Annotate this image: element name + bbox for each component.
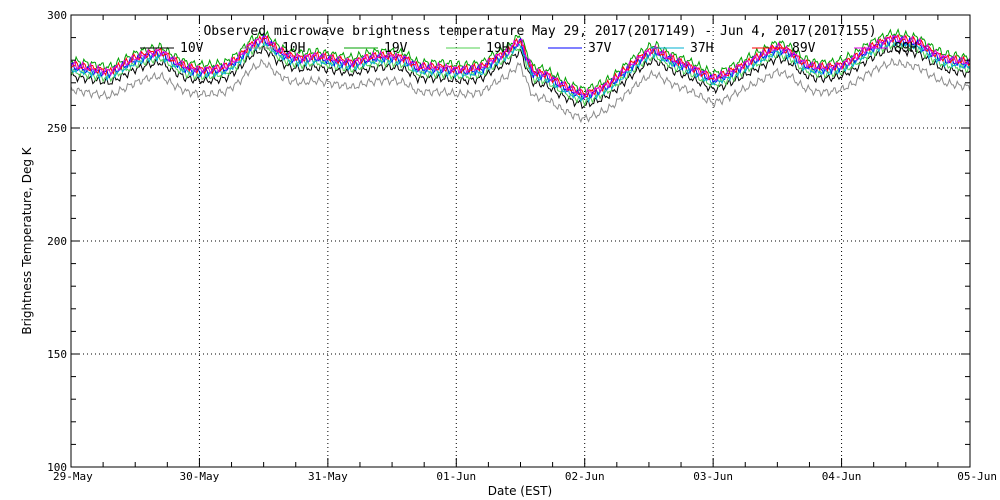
- x-axis-label: Date (EST): [488, 484, 552, 498]
- x-axis-ticks: 29-May 30-May 31-May 01-Jun 02-Jun 03-Jun 04-J…: [53, 15, 997, 483]
- x-tick-label: 01-Jun: [436, 470, 476, 483]
- y-tick-label: 250: [47, 122, 67, 135]
- x-tick-label: 02-Jun: [565, 470, 605, 483]
- y-tick-label: 200: [47, 235, 67, 248]
- y-axis-ticks: 100 150 200 250 300: [47, 9, 970, 474]
- legend-label-19v: 19V: [384, 41, 408, 56]
- series-line-89v: [70, 33, 971, 98]
- legend-label-89v: 89V: [792, 41, 816, 56]
- x-tick-label: 30-May: [180, 470, 220, 483]
- y-tick-label: 300: [47, 9, 67, 22]
- x-tick-label: 29-May: [53, 470, 93, 483]
- legend-label-10h: 10H: [282, 41, 305, 56]
- series-line-10h: [70, 57, 971, 124]
- legend-label-37h: 37H: [690, 41, 713, 56]
- legend-label-10v: 10V: [180, 41, 204, 56]
- y-tick-label: 150: [47, 348, 67, 361]
- legend-label-37v: 37V: [588, 41, 612, 56]
- x-tick-label: 03-Jun: [693, 470, 733, 483]
- y-tick-label: 100: [47, 461, 67, 474]
- x-tick-label: 31-May: [308, 470, 348, 483]
- x-tick-label: 05-Jun: [957, 470, 997, 483]
- legend-label-19h: 19H: [486, 41, 509, 56]
- grid-lines: [71, 15, 970, 467]
- chart-title: Observed microwave brightness temperatur…: [203, 24, 876, 39]
- x-tick-label: 04-Jun: [822, 470, 862, 483]
- legend-label-89h: 89H: [894, 41, 917, 56]
- series-line-37h: [70, 39, 971, 104]
- y-axis-label: Brightness Temperature, Deg K: [20, 146, 34, 334]
- series-layer: [70, 27, 971, 124]
- legend: 10V 10H 19V 19H 37V 37H 89V 89H: [140, 41, 917, 56]
- series-line-89h: [70, 34, 971, 100]
